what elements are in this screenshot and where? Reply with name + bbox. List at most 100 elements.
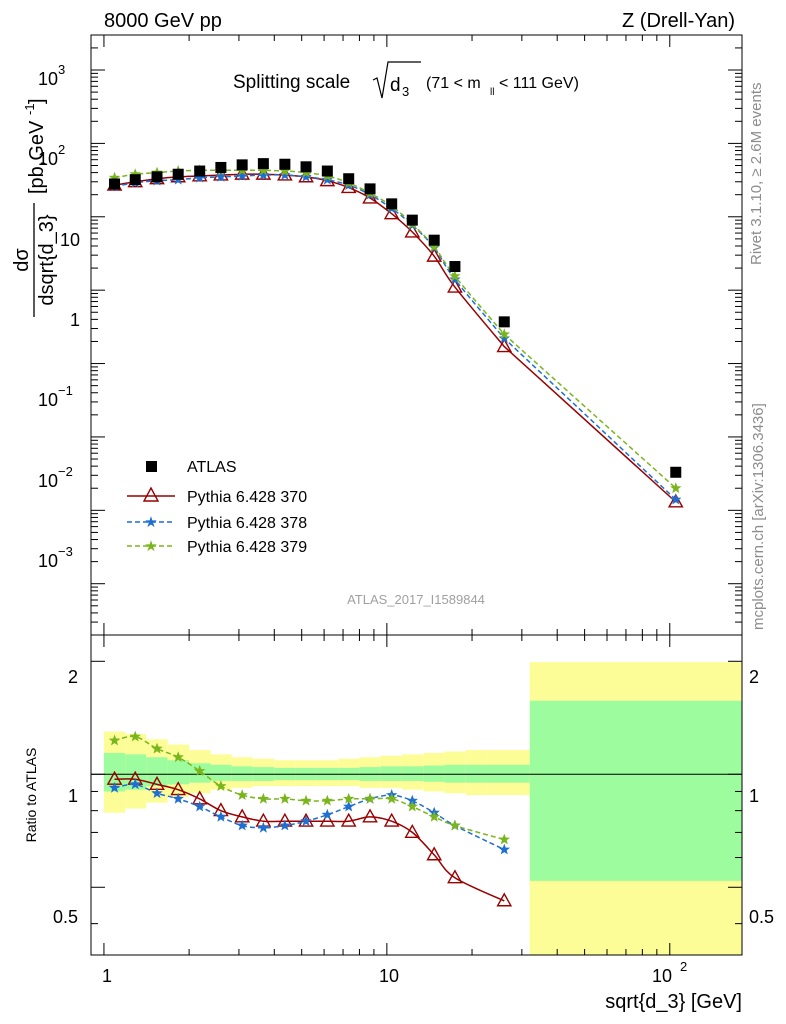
atlas-point-1 bbox=[129, 174, 141, 186]
atlas-point-18 bbox=[670, 466, 682, 478]
y-label-unit-close: ] bbox=[26, 98, 48, 104]
ratio-y-label: Ratio to ATLAS bbox=[23, 748, 39, 843]
main-marker-3-16 bbox=[449, 270, 461, 282]
ratio-marker-2-9 bbox=[300, 794, 312, 806]
atlas-point-4 bbox=[194, 165, 206, 177]
ratio-marker-1-2 bbox=[151, 787, 163, 799]
main-marker-3-17 bbox=[498, 328, 510, 340]
ratio-marker-1-11 bbox=[343, 800, 355, 812]
main-marker-2-6 bbox=[236, 170, 248, 181]
main-marker-3-1 bbox=[129, 168, 141, 180]
ratio-band-inner-17 bbox=[465, 764, 488, 783]
main-plot-content bbox=[106, 158, 684, 508]
atlas-point-9 bbox=[300, 161, 312, 173]
x-tick-exp-100: 2 bbox=[680, 959, 687, 974]
ratio-marker-0-14 bbox=[404, 823, 421, 839]
ratio-marker-2-15 bbox=[428, 810, 440, 822]
ratio-band-inner-16 bbox=[444, 764, 466, 783]
legend: ATLAS Pythia 6.428 370 ★ Pythia 6.428 37… bbox=[127, 459, 307, 556]
ratio-marker-0-17 bbox=[496, 892, 513, 907]
y-tick-exp-1e-3: −3 bbox=[58, 544, 73, 559]
main-ticks bbox=[90, 34, 742, 636]
atlas-point-10 bbox=[321, 165, 333, 177]
ratio-tick-left-2: 2 bbox=[68, 667, 78, 687]
ratio-tick-right-1: 1 bbox=[749, 786, 759, 806]
ratio-marker-2-2 bbox=[151, 742, 163, 754]
ratio-plot-content bbox=[91, 662, 742, 955]
main-marker-1-11 bbox=[340, 179, 357, 194]
ratio-marker-2-1 bbox=[129, 730, 141, 742]
ratio-marker-2-13 bbox=[386, 792, 398, 804]
main-series-1 bbox=[106, 165, 684, 508]
ratio-marker-2-4 bbox=[194, 765, 206, 776]
ratio-marker-0-16 bbox=[447, 869, 463, 884]
main-marker-3-18 bbox=[670, 482, 682, 494]
ratio-marker-2-0 bbox=[108, 734, 121, 746]
ratio-tick-left-05: 0.5 bbox=[53, 907, 78, 927]
atlas-point-15 bbox=[428, 234, 440, 246]
ratio-marker-1-17 bbox=[498, 843, 510, 855]
ratio-marker-0-13 bbox=[383, 812, 400, 827]
y-tick-exp-1e-1: −1 bbox=[58, 383, 73, 398]
main-marker-3-8 bbox=[279, 165, 291, 176]
y-tick-label-1e-3: 10 bbox=[38, 551, 58, 571]
y-tick-label-1e-1: 10 bbox=[38, 390, 58, 410]
ratio-band-inner-14 bbox=[401, 766, 424, 781]
x-tick-labels: 1 10 10 2 bbox=[102, 959, 687, 986]
atlas-point-16 bbox=[449, 261, 461, 273]
main-marker-2-17 bbox=[498, 332, 510, 344]
main-marker-1-18 bbox=[667, 493, 684, 508]
atlas-point-7 bbox=[257, 158, 269, 170]
title-symbol-sub: 3 bbox=[402, 84, 409, 99]
ratio-marker-2-5 bbox=[215, 780, 227, 791]
ratio-plot-frame bbox=[90, 634, 743, 956]
ratio-tick-right-05: 0.5 bbox=[749, 907, 774, 927]
y-tick-exp-1e3: 3 bbox=[58, 62, 65, 77]
title-range-a: (71 < m bbox=[426, 75, 481, 92]
ratio-marker-1-5 bbox=[215, 810, 227, 822]
ratio-band-inner-6 bbox=[231, 766, 253, 781]
main-curve-1 bbox=[114, 173, 677, 503]
ratio-marker-1-14 bbox=[406, 794, 418, 806]
ratio-marker-1-0 bbox=[108, 781, 121, 793]
analysis-watermark: ATLAS_2017_I1589844 bbox=[347, 592, 485, 607]
title-range-b: < 111 GeV) bbox=[499, 75, 579, 92]
header-right: Z (Drell-Yan) bbox=[622, 10, 735, 32]
ratio-marker-1-6 bbox=[236, 819, 248, 831]
ratio-marker-2-17 bbox=[498, 833, 510, 845]
main-marker-2-16 bbox=[449, 273, 461, 285]
ratio-tick-left-1: 1 bbox=[68, 786, 78, 806]
title-symbol: d bbox=[390, 75, 401, 96]
atlas-point-12 bbox=[364, 183, 376, 195]
ratio-tick-right-2: 2 bbox=[749, 667, 759, 687]
x-axis-label: sqrt{d_3} [GeV] bbox=[605, 991, 742, 1013]
ratio-band-inner-13 bbox=[380, 766, 402, 781]
main-marker-1-17 bbox=[496, 338, 513, 353]
ratio-marker-2-10 bbox=[321, 794, 333, 806]
atlas-point-2 bbox=[151, 171, 163, 183]
y-tick-exp-1e-2: −2 bbox=[58, 464, 73, 479]
atlas-point-14 bbox=[406, 214, 418, 226]
legend-label-370: Pythia 6.428 370 bbox=[187, 489, 307, 506]
main-curve-3 bbox=[114, 169, 677, 489]
y-label-numerator: dσ bbox=[11, 248, 33, 272]
rivet-label: Rivet 3.1.10, ≥ 2.6M events bbox=[748, 83, 765, 266]
x-tick-label-10: 10 bbox=[379, 966, 399, 986]
main-series-2 bbox=[108, 169, 682, 505]
main-marker-2-8 bbox=[279, 169, 291, 180]
main-marker-1-6 bbox=[234, 165, 251, 180]
ratio-marker-2-6 bbox=[236, 789, 248, 800]
main-marker-2-10 bbox=[321, 173, 333, 185]
main-marker-1-14 bbox=[404, 223, 421, 238]
y-label-unit: [pb,GeV bbox=[26, 120, 48, 194]
y-tick-label-1e3: 10 bbox=[38, 69, 58, 89]
main-y-label: dσ dsqrt{d_3} [pb,GeV -1 ] bbox=[11, 98, 58, 317]
legend-label-379: Pythia 6.428 379 bbox=[187, 539, 307, 556]
ratio-marker-2-3 bbox=[172, 751, 184, 763]
atlas-point-5 bbox=[215, 161, 227, 173]
title-sqrt-sign bbox=[372, 61, 421, 99]
main-y-tick-labels: 10 3 10 2 10 1 10 −1 10 −2 10 −3 bbox=[38, 62, 80, 571]
ratio-marker-0-15 bbox=[426, 846, 443, 861]
main-marker-2-9 bbox=[300, 170, 312, 182]
ratio-series-0 bbox=[106, 770, 513, 907]
